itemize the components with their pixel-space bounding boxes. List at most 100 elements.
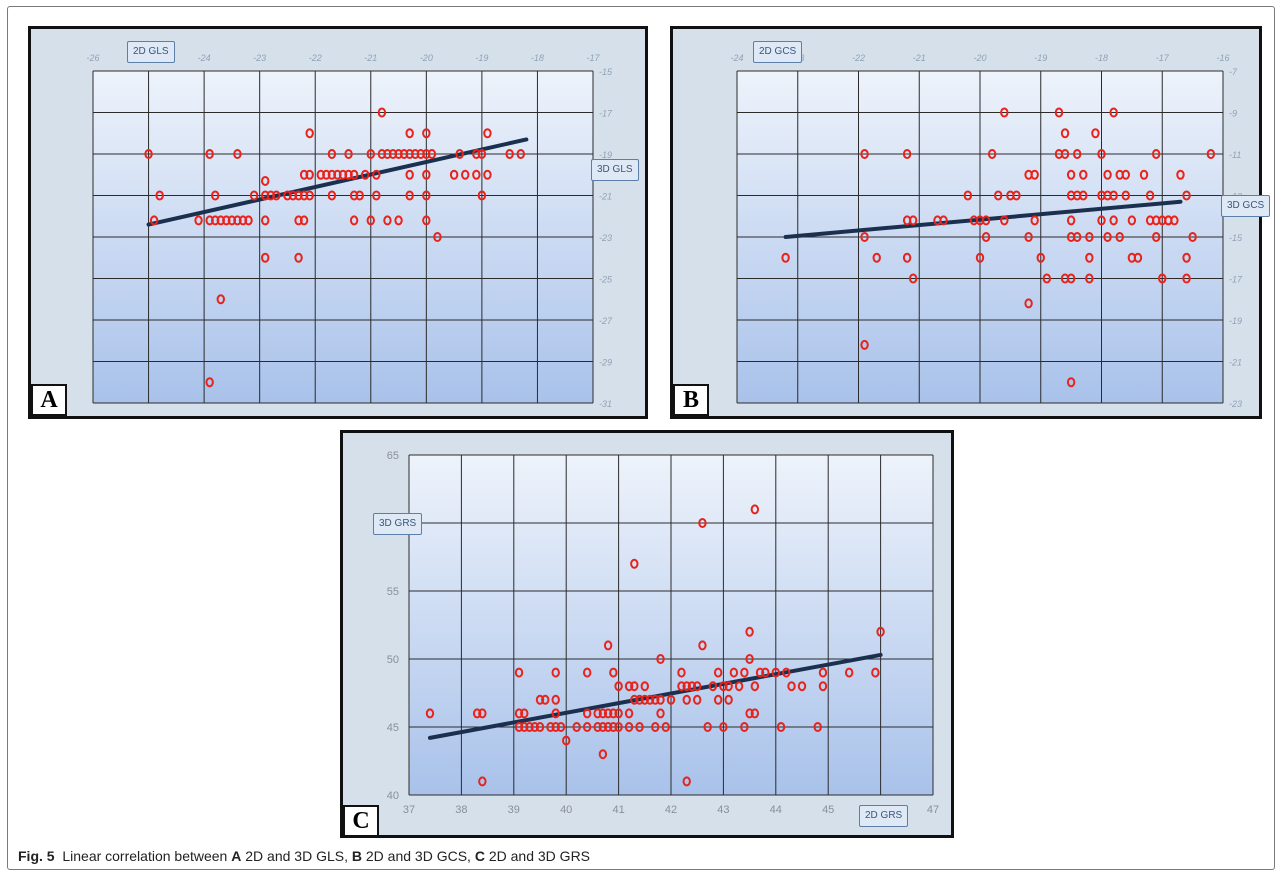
data-point (1182, 273, 1191, 284)
data-point (422, 190, 431, 201)
data-point (698, 518, 707, 528)
x-tick-label: 37 (403, 804, 415, 816)
data-point (994, 190, 1003, 201)
data-point (1121, 190, 1130, 201)
data-point (1073, 149, 1082, 159)
data-point (1151, 232, 1161, 242)
data-point (740, 722, 749, 732)
data-point (1060, 128, 1070, 139)
panel-letter-c: C (343, 805, 379, 837)
data-point (366, 149, 375, 159)
figure-caption: Fig. 5 Linear correlation between A 2D a… (18, 848, 590, 864)
data-point (505, 149, 514, 159)
data-point (377, 107, 387, 118)
data-point (614, 722, 623, 732)
data-point (908, 215, 918, 226)
data-point (630, 694, 639, 705)
data-point (261, 252, 270, 263)
data-point (272, 190, 281, 201)
x-tick-label: 38 (455, 804, 467, 816)
data-point (609, 667, 618, 678)
data-point (635, 694, 644, 705)
data-point (640, 681, 649, 692)
data-point (422, 128, 431, 139)
y-axis-label-badge: 3D GRS (373, 513, 423, 535)
caption-text-b: 2D and 3D GCS, (365, 848, 471, 864)
data-point (541, 694, 550, 705)
data-point (305, 190, 314, 201)
data-point (477, 149, 487, 159)
data-point (872, 252, 881, 263)
data-point (1182, 190, 1191, 201)
data-point (1000, 215, 1009, 226)
data-point (478, 776, 487, 787)
data-point (1060, 149, 1070, 159)
data-point (1054, 107, 1064, 118)
data-point (294, 252, 303, 263)
data-point (740, 667, 749, 678)
data-point (975, 252, 985, 263)
data-point (771, 667, 780, 678)
data-point (372, 190, 381, 201)
x-tick-label: -22 (852, 53, 865, 63)
data-point (194, 215, 203, 226)
data-point (734, 681, 744, 692)
data-point (1176, 169, 1185, 180)
x-tick-label: -26 (86, 53, 99, 63)
data-point (598, 722, 608, 732)
data-point (693, 694, 702, 705)
data-point (455, 149, 464, 159)
data-point (939, 215, 948, 226)
data-point (661, 722, 670, 732)
data-point (535, 694, 545, 705)
data-point (1085, 273, 1094, 284)
x-tick-label: -19 (475, 53, 488, 63)
data-point (520, 708, 529, 719)
x-tick-label: 44 (770, 804, 782, 816)
data-point (472, 169, 481, 180)
data-point (1024, 232, 1033, 242)
data-point (1206, 149, 1216, 159)
data-point (394, 215, 403, 226)
y-tick-label: 40 (387, 790, 399, 802)
data-point (1127, 252, 1137, 263)
data-point (562, 735, 571, 746)
x-tick-label: -21 (364, 53, 377, 63)
data-point (640, 694, 649, 705)
data-point (755, 667, 765, 678)
data-point (687, 681, 697, 692)
data-point (582, 708, 592, 719)
data-point (656, 694, 665, 705)
data-point (677, 681, 686, 692)
data-point (1145, 190, 1155, 201)
y-tick-label: -23 (599, 233, 612, 243)
data-point (724, 681, 733, 692)
data-point (860, 339, 869, 350)
data-point (305, 128, 314, 139)
data-point (551, 722, 560, 732)
data-point (427, 149, 437, 159)
data-point (1079, 169, 1088, 180)
y-tick-label: -9 (1229, 109, 1237, 119)
data-point (713, 667, 723, 678)
data-point (797, 681, 807, 692)
data-point (244, 215, 253, 226)
data-point (483, 128, 492, 139)
data-point (144, 149, 153, 159)
data-point (902, 252, 912, 263)
data-point (514, 667, 524, 678)
y-tick-label: -21 (599, 192, 612, 202)
data-point (708, 681, 718, 692)
panel-c-plot: 37383940414243444546476555504540 (387, 450, 939, 816)
data-point (1030, 169, 1039, 180)
data-point (1085, 232, 1094, 242)
caption-figure-label: Fig. 5 (18, 848, 55, 864)
y-tick-label: -27 (599, 316, 613, 326)
data-point (603, 640, 613, 651)
data-point (1097, 149, 1106, 159)
data-point (344, 149, 353, 159)
y-tick-label: 65 (387, 450, 399, 462)
data-point (1073, 232, 1082, 242)
data-point (908, 273, 918, 284)
data-point (1030, 215, 1039, 226)
